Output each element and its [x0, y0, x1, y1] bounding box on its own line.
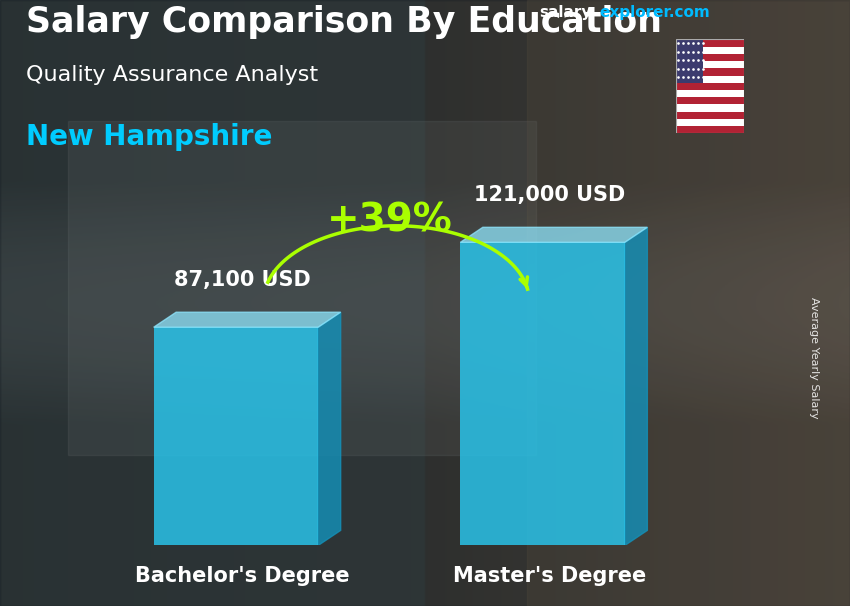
Bar: [68, 121, 536, 454]
FancyBboxPatch shape: [461, 242, 625, 545]
Text: New Hampshire: New Hampshire: [26, 122, 272, 151]
Bar: [676, 61, 744, 68]
Bar: [527, 0, 850, 606]
Polygon shape: [154, 312, 341, 327]
Text: Master's Degree: Master's Degree: [453, 566, 646, 586]
Bar: [676, 76, 744, 83]
Text: Bachelor's Degree: Bachelor's Degree: [135, 566, 350, 586]
Bar: [676, 47, 744, 54]
Bar: [676, 112, 744, 119]
Polygon shape: [318, 312, 341, 545]
Bar: [676, 83, 744, 90]
Text: 87,100 USD: 87,100 USD: [174, 270, 311, 290]
Bar: [676, 68, 744, 76]
Text: Salary Comparison By Education: Salary Comparison By Education: [26, 5, 661, 39]
Bar: [676, 54, 744, 61]
Bar: [676, 39, 703, 83]
Bar: [676, 104, 744, 112]
Text: Quality Assurance Analyst: Quality Assurance Analyst: [26, 65, 318, 85]
Bar: [676, 39, 744, 47]
Bar: [676, 90, 744, 97]
FancyBboxPatch shape: [154, 327, 318, 545]
Text: explorer.com: explorer.com: [599, 5, 710, 20]
Polygon shape: [625, 227, 648, 545]
Polygon shape: [461, 227, 648, 242]
Bar: [676, 126, 744, 133]
Text: 121,000 USD: 121,000 USD: [473, 185, 625, 205]
Bar: [676, 97, 744, 104]
Text: salary: salary: [540, 5, 592, 20]
Text: +39%: +39%: [327, 201, 453, 239]
Bar: [676, 119, 744, 126]
Text: Average Yearly Salary: Average Yearly Salary: [809, 297, 819, 418]
